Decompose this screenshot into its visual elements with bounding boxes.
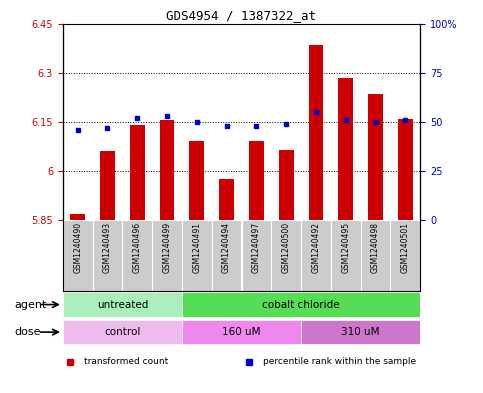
Text: 310 uM: 310 uM xyxy=(341,327,380,337)
Text: GDS4954 / 1387322_at: GDS4954 / 1387322_at xyxy=(167,9,316,22)
Bar xyxy=(182,320,301,344)
Bar xyxy=(159,120,174,220)
Bar xyxy=(242,220,271,291)
Bar xyxy=(182,292,420,317)
Bar xyxy=(93,220,122,291)
Bar xyxy=(361,220,390,291)
Text: percentile rank within the sample: percentile rank within the sample xyxy=(263,357,416,366)
Bar xyxy=(100,151,115,220)
Text: untreated: untreated xyxy=(97,299,148,310)
Bar xyxy=(212,220,242,291)
Text: GSM1240495: GSM1240495 xyxy=(341,222,350,273)
Bar xyxy=(70,213,85,220)
Bar xyxy=(271,220,301,291)
Text: GSM1240499: GSM1240499 xyxy=(163,222,171,273)
Bar xyxy=(309,45,324,220)
Bar xyxy=(182,220,212,291)
Bar xyxy=(368,94,383,220)
Bar xyxy=(130,125,145,220)
Text: GSM1240496: GSM1240496 xyxy=(133,222,142,273)
Text: agent: agent xyxy=(14,299,47,310)
Text: GSM1240500: GSM1240500 xyxy=(282,222,291,273)
Text: GSM1240494: GSM1240494 xyxy=(222,222,231,273)
Bar xyxy=(63,292,182,317)
Text: transformed count: transformed count xyxy=(84,357,169,366)
Bar xyxy=(331,220,361,291)
Text: GSM1240491: GSM1240491 xyxy=(192,222,201,273)
Text: dose: dose xyxy=(14,327,41,337)
Bar xyxy=(219,179,234,220)
Bar xyxy=(338,77,353,220)
Text: GSM1240492: GSM1240492 xyxy=(312,222,320,273)
Bar xyxy=(63,320,182,344)
Text: GSM1240497: GSM1240497 xyxy=(252,222,261,273)
Text: GSM1240498: GSM1240498 xyxy=(371,222,380,273)
Bar xyxy=(122,220,152,291)
Bar xyxy=(279,150,294,220)
Bar xyxy=(301,320,420,344)
Bar xyxy=(390,220,420,291)
Text: GSM1240493: GSM1240493 xyxy=(103,222,112,273)
Text: GSM1240501: GSM1240501 xyxy=(401,222,410,273)
Bar xyxy=(398,119,413,220)
Bar xyxy=(189,141,204,220)
Bar xyxy=(63,220,93,291)
Text: 160 uM: 160 uM xyxy=(222,327,261,337)
Text: GSM1240490: GSM1240490 xyxy=(73,222,82,273)
Text: cobalt chloride: cobalt chloride xyxy=(262,299,340,310)
Text: control: control xyxy=(104,327,141,337)
Bar xyxy=(249,141,264,220)
Bar xyxy=(152,220,182,291)
Bar xyxy=(301,220,331,291)
